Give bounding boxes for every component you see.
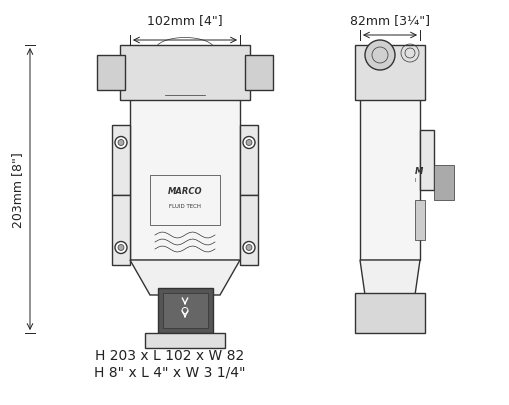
Bar — [359, 96, 419, 260]
Bar — [130, 96, 240, 260]
Bar — [244, 56, 272, 91]
Bar — [112, 126, 130, 196]
Circle shape — [118, 245, 124, 251]
Circle shape — [364, 41, 394, 71]
Text: 203mm [8"]: 203mm [8"] — [12, 152, 24, 227]
Bar — [162, 293, 207, 328]
Text: I: I — [414, 178, 416, 183]
Bar — [240, 196, 258, 265]
Bar — [97, 56, 125, 91]
Bar — [419, 131, 433, 190]
Bar — [150, 175, 219, 226]
Bar — [433, 166, 453, 200]
Circle shape — [115, 137, 127, 149]
Polygon shape — [359, 260, 419, 295]
Polygon shape — [130, 260, 240, 295]
Circle shape — [118, 140, 124, 146]
Text: H 203 x L 102 x W 82: H 203 x L 102 x W 82 — [95, 348, 244, 362]
Text: M: M — [414, 166, 422, 175]
Text: 102mm [4"]: 102mm [4"] — [147, 15, 222, 28]
Text: FLUID TECH: FLUID TECH — [168, 203, 201, 208]
Bar — [120, 46, 249, 101]
Bar — [414, 200, 424, 241]
Bar — [354, 46, 424, 101]
Bar — [112, 196, 130, 265]
Text: 82mm [3¼"]: 82mm [3¼"] — [349, 15, 429, 28]
Text: H 8" x L 4" x W 3 1/4": H 8" x L 4" x W 3 1/4" — [94, 365, 245, 379]
Bar — [145, 333, 224, 348]
Circle shape — [115, 242, 127, 254]
Bar — [354, 293, 424, 333]
Circle shape — [242, 137, 254, 149]
Text: MARCO: MARCO — [167, 186, 202, 195]
Circle shape — [245, 245, 251, 251]
Circle shape — [242, 242, 254, 254]
Bar — [240, 126, 258, 196]
Bar — [157, 288, 212, 333]
Circle shape — [245, 140, 251, 146]
